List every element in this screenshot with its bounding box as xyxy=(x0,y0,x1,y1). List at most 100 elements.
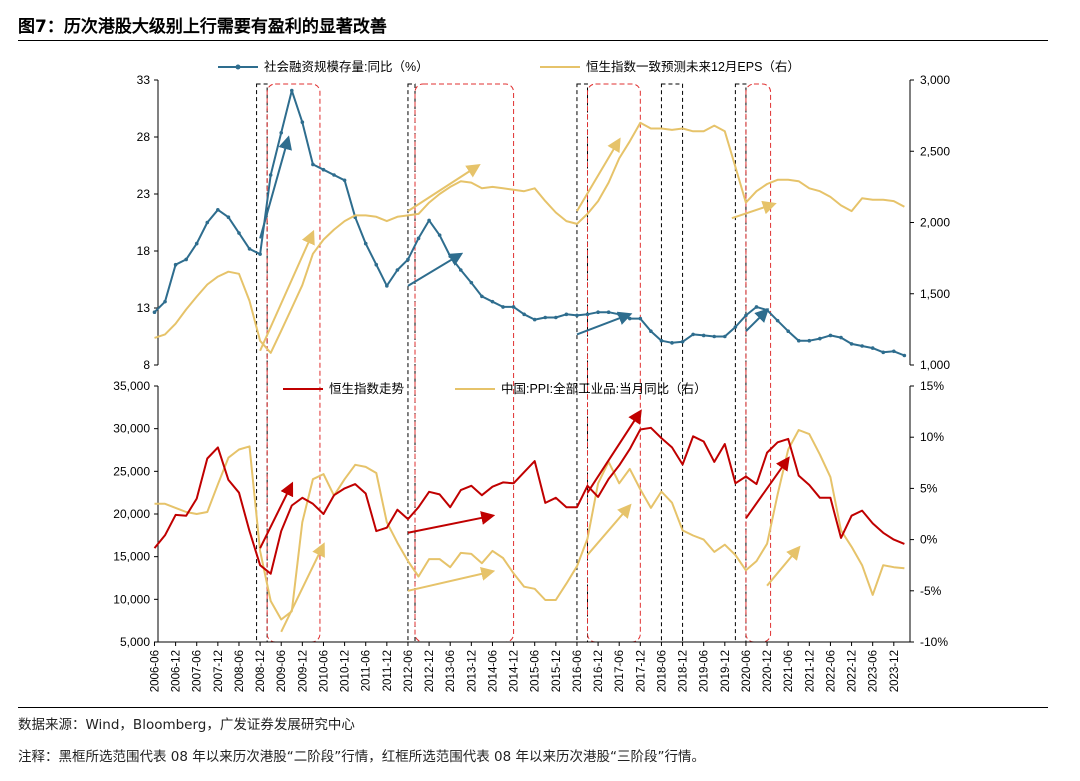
right-tick-label: -5% xyxy=(920,584,942,598)
series-point xyxy=(596,310,600,315)
red-dashed-box xyxy=(587,83,641,643)
x-tick-label: 2019-12 xyxy=(720,650,732,692)
series-point xyxy=(152,310,157,315)
left-tick-label: 5,000 xyxy=(120,635,150,649)
series-point xyxy=(448,254,453,259)
left-tick-label: 25,000 xyxy=(113,464,150,478)
trend-arrow xyxy=(280,542,325,633)
series-point xyxy=(860,344,864,348)
series-point xyxy=(437,233,442,237)
x-tick-label: 2017-06 xyxy=(614,650,626,692)
black-dashed-box xyxy=(660,83,684,643)
legend-label: 恒生指数一致预测未来12月EPS（右） xyxy=(586,59,800,74)
x-tick-label: 2009-12 xyxy=(297,650,309,692)
series-point xyxy=(807,338,812,343)
series-point xyxy=(733,325,738,329)
x-tick-label: 2023-12 xyxy=(889,650,901,692)
series-point xyxy=(712,334,717,339)
x-tick-label: 2015-06 xyxy=(530,650,542,692)
series-point xyxy=(279,130,284,135)
left-tick-label: 10,000 xyxy=(113,592,150,606)
right-tick-label: -10% xyxy=(920,635,948,649)
trend-arrow xyxy=(407,252,464,287)
series-point xyxy=(427,218,431,223)
series-point xyxy=(205,220,210,225)
left-tick-label: 18 xyxy=(137,244,151,258)
left-tick-label: 13 xyxy=(137,301,151,315)
x-tick-label: 2009-06 xyxy=(276,650,288,692)
right-tick-label: 3,000 xyxy=(920,73,950,87)
trend-arrow xyxy=(586,503,632,556)
red-dashed-box xyxy=(266,83,321,643)
trend-arrow xyxy=(576,311,633,336)
series-point xyxy=(786,329,790,334)
legend-label: 中国:PPI:全部工业品:当月同比（右） xyxy=(501,381,707,396)
series-point xyxy=(818,336,822,341)
left-tick-label: 30,000 xyxy=(113,422,150,436)
left-tick-label: 35,000 xyxy=(113,379,150,393)
series-point xyxy=(564,312,569,317)
source-note: 数据来源：Wind，Bloomberg，广发证券发展研究中心 xyxy=(18,717,355,733)
series-point xyxy=(247,247,252,251)
series-point xyxy=(363,241,368,246)
series-point xyxy=(385,284,389,288)
series-point xyxy=(796,338,801,343)
left-tick-label: 23 xyxy=(137,187,151,201)
trend-arrow xyxy=(407,567,496,592)
series-point xyxy=(395,268,400,272)
trend-arrow xyxy=(745,456,790,519)
series-point xyxy=(543,315,548,320)
x-tick-label: 2006-12 xyxy=(171,650,183,692)
x-tick-label: 2012-12 xyxy=(424,650,436,692)
x-tick-label: 2020-12 xyxy=(762,650,774,692)
trend-arrows xyxy=(259,135,801,633)
x-tick-label: 2019-06 xyxy=(699,650,711,692)
series-point xyxy=(659,338,664,343)
series-point xyxy=(511,305,516,309)
black-dashed-box xyxy=(407,83,416,643)
x-tick-label: 2022-12 xyxy=(847,650,859,692)
trend-arrow xyxy=(576,137,621,212)
series-lines xyxy=(152,88,907,621)
series-point xyxy=(332,173,336,177)
x-tick-label: 2017-12 xyxy=(635,650,647,692)
x-tick-label: 2013-06 xyxy=(445,650,457,692)
x-tick-label: 2021-12 xyxy=(804,650,816,692)
x-tick-label: 2021-06 xyxy=(783,650,795,692)
legend-label: 社会融资规模存量:同比（%） xyxy=(264,59,429,74)
black-dashed-box xyxy=(576,83,589,643)
series-point xyxy=(585,312,590,317)
series-point xyxy=(416,236,421,241)
series-point xyxy=(870,346,875,350)
highlight-boxes xyxy=(256,83,772,643)
x-tick-label: 2014-12 xyxy=(509,650,521,692)
legend: 社会融资规模存量:同比（%） 恒生指数一致预测未来12月EPS（右） 恒生指数走势 中… xyxy=(218,59,800,396)
left-tick-label: 15,000 xyxy=(113,550,150,564)
right-tick-label: 15% xyxy=(920,379,944,393)
series-point xyxy=(691,332,695,337)
series-point xyxy=(892,349,896,354)
trend-arrow xyxy=(731,200,777,220)
x-tick-label: 2018-12 xyxy=(678,650,690,692)
x-tick-label: 2008-12 xyxy=(255,650,267,692)
series-point xyxy=(701,333,706,338)
series-point xyxy=(881,350,886,355)
legend-label: 恒生指数走势 xyxy=(329,381,405,396)
right-tick-label: 2,000 xyxy=(920,216,950,230)
series-point xyxy=(300,120,305,125)
series-point xyxy=(638,316,643,321)
series-point xyxy=(258,252,262,256)
series-point xyxy=(828,333,833,338)
series-point xyxy=(754,305,759,309)
right-tick-label: 1,500 xyxy=(920,287,950,301)
left-tick-label: 33 xyxy=(137,73,151,87)
series-point xyxy=(649,329,653,334)
series-point xyxy=(480,294,484,299)
series-point xyxy=(839,335,843,340)
series-point xyxy=(163,299,167,304)
figure-title: 图7：历次港股大级别上行需要有盈利的显著改善 xyxy=(18,17,387,37)
right-tick-label: 10% xyxy=(920,430,944,444)
trend-arrow xyxy=(745,308,770,332)
series-point xyxy=(554,315,558,320)
footer-rule xyxy=(18,707,1048,708)
